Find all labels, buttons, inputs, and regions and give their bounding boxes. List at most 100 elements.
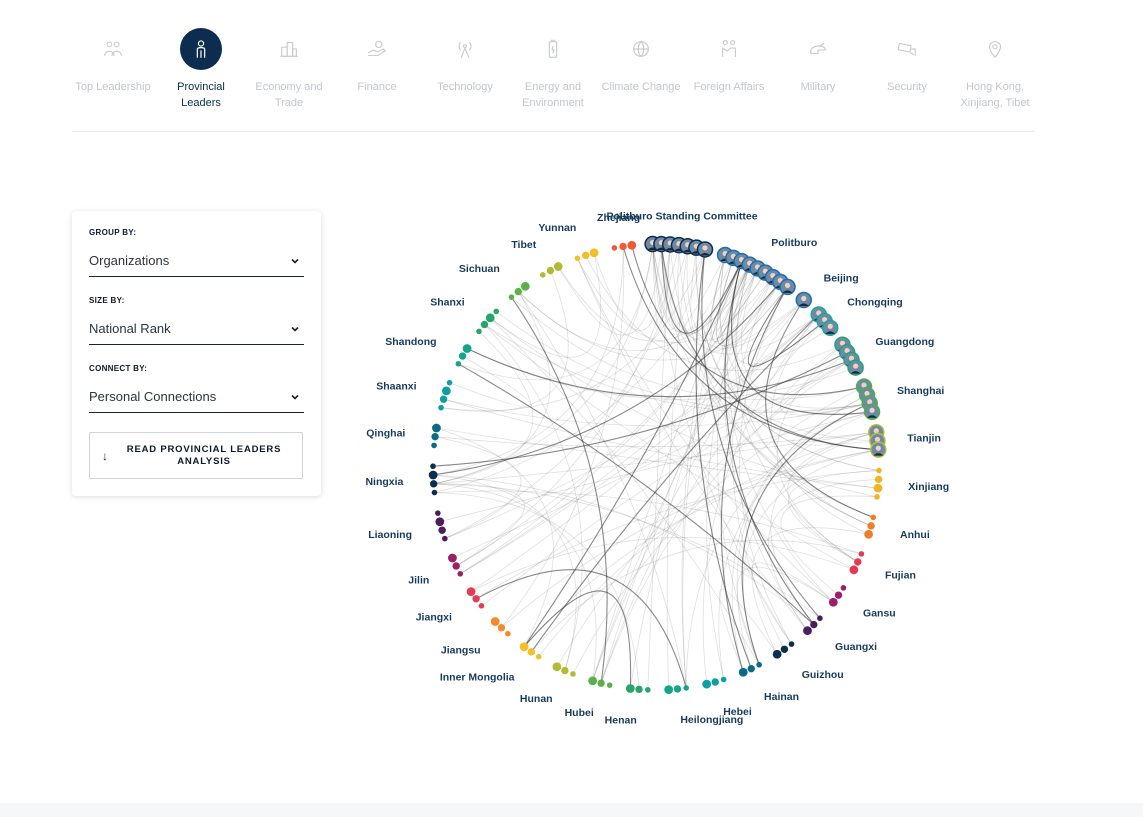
group-label-heilongjiang[interactable]: Heilongjiang [680, 714, 743, 726]
leader-node[interactable] [539, 272, 546, 278]
nav-item-provincial-leaders[interactable]: Provincial Leaders [156, 28, 246, 111]
leader-node[interactable] [493, 308, 500, 315]
leader-node[interactable] [873, 483, 883, 493]
group-label-inner-mongolia[interactable]: Inner Mongolia [440, 672, 515, 684]
nav-item-foreign-affairs[interactable]: Foreign Affairs [684, 28, 774, 95]
nav-item-energy-and-environment[interactable]: Energy and Environment [508, 28, 598, 111]
leader-node[interactable] [834, 591, 843, 599]
leader-node[interactable] [480, 320, 489, 329]
leader-node[interactable] [435, 517, 445, 527]
leader-node[interactable] [431, 489, 438, 496]
leader-node[interactable] [527, 648, 535, 656]
group-label-sichuan[interactable]: Sichuan [459, 263, 500, 275]
leader-node[interactable] [876, 467, 882, 474]
leader-node[interactable] [432, 423, 441, 433]
leader-node[interactable] [428, 470, 438, 480]
leader-node[interactable] [588, 676, 598, 686]
leader-node[interactable] [803, 626, 812, 636]
leader-node[interactable] [611, 245, 618, 251]
leader-node[interactable] [720, 676, 727, 683]
leader-node[interactable] [683, 685, 689, 691]
group-label-tibet[interactable]: Tibet [511, 239, 536, 251]
nav-item-top-leadership[interactable]: Top Leadership [68, 28, 158, 95]
leader-node[interactable] [817, 615, 823, 622]
leader-node[interactable] [747, 664, 755, 673]
leader-node[interactable] [553, 262, 563, 271]
leader-node[interactable] [772, 649, 782, 659]
group-label-zhejiang[interactable]: Zhejiang [597, 212, 640, 224]
nav-item-economy-and-trade[interactable]: Economy and Trade [244, 28, 334, 111]
leader-node[interactable] [619, 242, 627, 251]
leader-node[interactable] [589, 248, 599, 258]
group-label-shanxi[interactable]: Shanxi [430, 297, 465, 309]
leader-node[interactable] [858, 551, 865, 557]
leader-node[interactable] [435, 510, 441, 516]
connect-by-select[interactable]: Personal Connections [89, 381, 304, 413]
group-label-politburo-standing-committee[interactable]: Politburo Standing Committee [607, 210, 758, 222]
leader-node[interactable] [520, 281, 530, 291]
leader-node[interactable] [438, 526, 446, 534]
read-analysis-button[interactable]: ↓ READ PROVINCIAL LEADERS ANALYSIS [89, 432, 303, 479]
group-label-shandong[interactable]: Shandong [385, 336, 436, 348]
leader-node[interactable] [867, 522, 875, 530]
group-label-yunnan[interactable]: Yunnan [538, 222, 576, 234]
group-label-beijing[interactable]: Beijing [824, 273, 859, 285]
leader-node[interactable] [552, 662, 562, 672]
leader-node[interactable] [606, 682, 613, 688]
group-label-ningxia[interactable]: Ningxia [365, 476, 403, 488]
leader-node[interactable] [854, 558, 862, 566]
group-label-chongqing[interactable]: Chongqing [847, 296, 902, 308]
leader-node[interactable] [472, 595, 480, 603]
leader-node[interactable] [430, 463, 436, 470]
leader-node[interactable] [497, 624, 506, 632]
group-label-xinjiang[interactable]: Xinjiang [908, 481, 949, 493]
leader-node[interactable] [452, 562, 460, 570]
nav-item-climate-change[interactable]: Climate Change [596, 28, 686, 95]
group-label-hunan[interactable]: Hunan [520, 693, 553, 705]
nav-item-technology[interactable]: Technology [420, 28, 510, 95]
leader-node[interactable] [457, 570, 464, 577]
group-label-qinghai[interactable]: Qinghai [366, 428, 405, 440]
leader-node[interactable] [561, 666, 569, 675]
leader-node[interactable] [864, 529, 873, 539]
leader-node[interactable] [627, 240, 637, 250]
leader-node[interactable] [635, 685, 643, 694]
leader-node[interactable] [490, 617, 500, 626]
leader-node[interactable] [870, 514, 877, 521]
group-label-hubei[interactable]: Hubei [565, 707, 594, 719]
leader-node[interactable] [664, 685, 674, 695]
leader-node[interactable] [476, 328, 482, 335]
leader-node[interactable] [519, 642, 529, 652]
leader-node[interactable] [431, 432, 439, 441]
nav-item-military[interactable]: Military [773, 28, 863, 95]
leader-node[interactable] [570, 671, 576, 677]
group-label-shaanxi[interactable]: Shaanxi [376, 380, 416, 392]
leader-node[interactable] [738, 667, 748, 677]
group-label-gansu[interactable]: Gansu [863, 607, 896, 619]
leader-node[interactable] [582, 251, 590, 260]
leader-node[interactable] [673, 685, 682, 693]
group-label-politburo[interactable]: Politburo [771, 237, 817, 249]
size-by-select[interactable]: National Rank [89, 313, 304, 345]
leader-node[interactable] [431, 442, 437, 449]
leader-node[interactable] [505, 630, 511, 637]
leader-node[interactable] [711, 678, 719, 686]
group-label-hebei[interactable]: Hebei [723, 706, 752, 718]
leader-node[interactable] [702, 679, 712, 689]
group-label-jiangsu[interactable]: Jiangsu [441, 644, 481, 656]
group-label-jiangxi[interactable]: Jiangxi [416, 612, 452, 624]
nav-item-finance[interactable]: Finance [332, 28, 422, 95]
leader-node[interactable] [756, 661, 762, 668]
leader-node[interactable] [466, 587, 476, 597]
group-label-hainan[interactable]: Hainan [764, 691, 799, 703]
leader-node[interactable] [840, 585, 847, 591]
leader-node[interactable] [441, 386, 451, 396]
leader-node[interactable] [597, 679, 605, 687]
leader-node[interactable] [874, 475, 883, 484]
leader-node[interactable] [485, 313, 495, 323]
leader-node[interactable] [442, 535, 448, 542]
leader-node[interactable] [458, 352, 467, 360]
group-by-select[interactable]: Organizations [89, 245, 304, 277]
leader-node[interactable] [874, 494, 880, 500]
leader-node[interactable] [429, 480, 438, 488]
